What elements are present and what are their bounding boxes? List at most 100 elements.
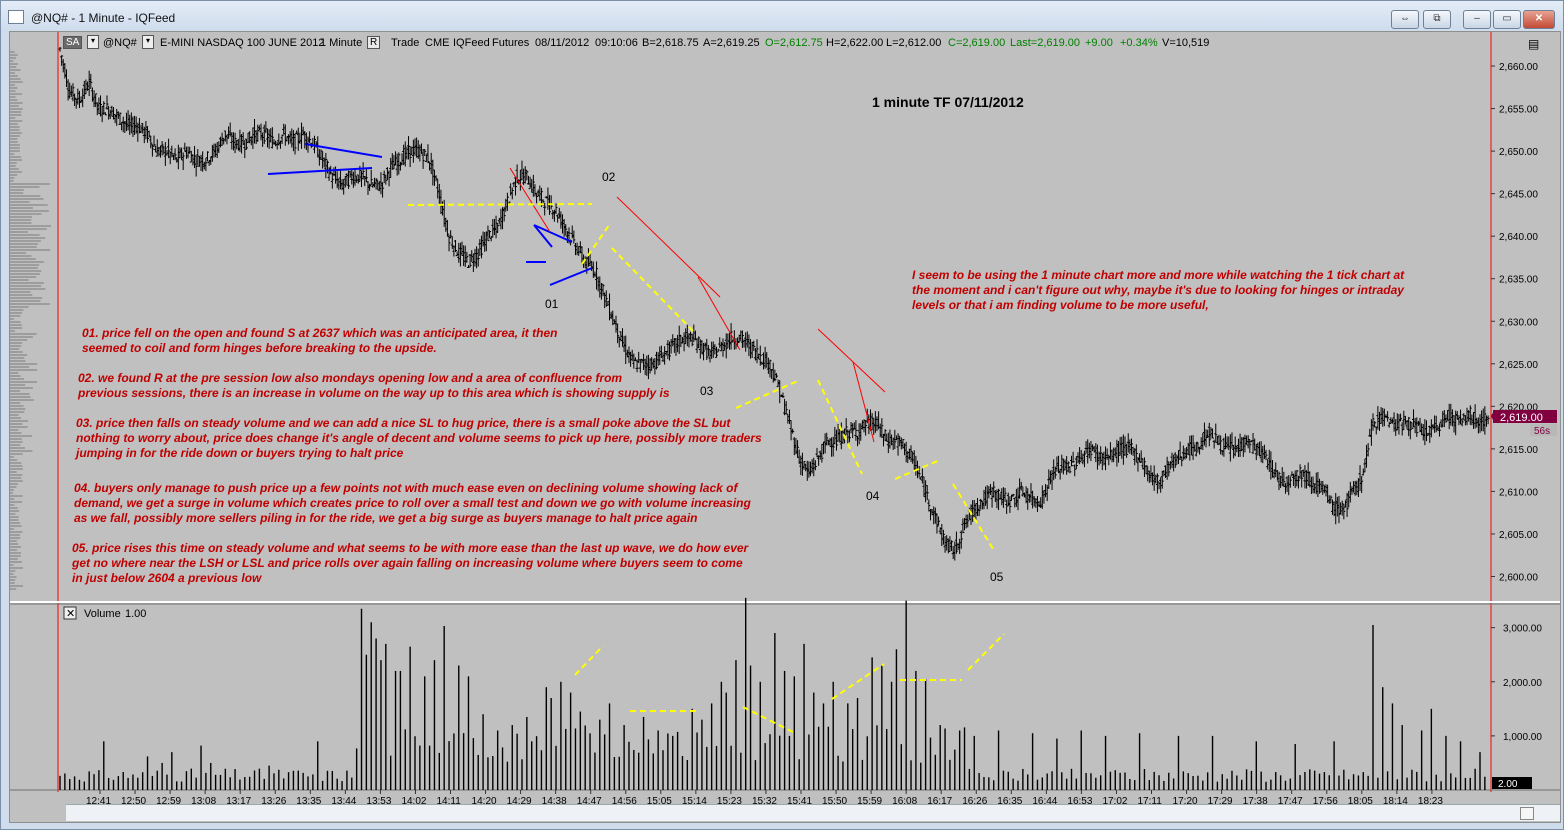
yellow-dashed-line bbox=[407, 203, 593, 206]
price-chart-svg: 2,660.00 2,655.00 2,650.00 2,645.00 2,640.00… bbox=[10, 32, 1560, 807]
annotation-note-line: the moment and i can't figure out why, m… bbox=[912, 283, 1405, 297]
chart-title: 1 minute TF 07/11/2012 bbox=[872, 94, 1024, 110]
volume-tick-label: 3,000.00 bbox=[1503, 624, 1542, 635]
timer-label: 56s bbox=[1534, 426, 1550, 437]
time-tick-label: 14:20 bbox=[472, 796, 497, 807]
price-tick-label: 2,645.00 bbox=[1499, 190, 1538, 201]
time-tick-label: 16:17 bbox=[927, 796, 952, 807]
annotation-note-line: levels or that i am finding volume to be… bbox=[912, 298, 1209, 312]
change-pct-label: +0.34% bbox=[1120, 37, 1158, 49]
volume-bars bbox=[59, 597, 1486, 790]
time-tick-label: 17:11 bbox=[1138, 796, 1163, 807]
yellow-dashed-line bbox=[817, 379, 863, 475]
time-tick-label: 13:26 bbox=[261, 796, 286, 807]
time-tick-label: 16:26 bbox=[962, 796, 987, 807]
price-tick-label: 2,610.00 bbox=[1499, 487, 1538, 498]
tile-button[interactable]: ⇔ bbox=[1391, 10, 1419, 29]
bid-label: B=2,618.75 bbox=[642, 37, 699, 49]
yellow-dashed-line bbox=[611, 247, 695, 333]
point-label-04: 04 bbox=[866, 489, 880, 503]
sa-button[interactable]: SA bbox=[63, 36, 83, 49]
symbol-dropdown-icon[interactable]: ▾ bbox=[142, 35, 154, 49]
maximize-button[interactable]: ▭ bbox=[1493, 10, 1521, 29]
annotation-04-line: demand, we get a surge in volume which c… bbox=[74, 496, 752, 510]
sa-dropdown-icon[interactable]: ▾ bbox=[87, 35, 99, 49]
time-tick-label: 15:32 bbox=[752, 796, 777, 807]
red-trendline bbox=[817, 328, 886, 393]
time-tick-label: 12:59 bbox=[156, 796, 181, 807]
annotation-01-line: seemed to coil and form hinges before br… bbox=[82, 341, 437, 355]
symbol-toolbar: SA ▾ @NQ# ▾ E-MINI NASDAQ 100 JUNE 2012 … bbox=[10, 34, 1560, 54]
volume-close-icon[interactable]: ✕ bbox=[66, 608, 75, 620]
time-tick-label: 12:41 bbox=[86, 796, 111, 807]
window-title: @NQ# - 1 Minute - IQFeed bbox=[31, 11, 176, 25]
annotation-02-line: 02. we found R at the pre session low al… bbox=[78, 371, 622, 385]
time-tick-label: 16:53 bbox=[1067, 796, 1092, 807]
price-tick-label: 2,600.00 bbox=[1499, 572, 1538, 583]
annotation-05-line: 05. price rises this time on steady volu… bbox=[72, 541, 750, 555]
red-trendline bbox=[852, 361, 875, 443]
price-tick-label: 2,660.00 bbox=[1499, 62, 1538, 73]
volume-value-box bbox=[1492, 777, 1532, 789]
volume-close-box[interactable] bbox=[63, 606, 77, 620]
point-label-05: 05 bbox=[990, 570, 1004, 584]
high-label: H=2,622.00 bbox=[826, 37, 884, 49]
time-tick-label: 17:38 bbox=[1243, 796, 1268, 807]
annotation-04-line: as we fall, possibly more sellers piling… bbox=[74, 511, 698, 525]
price-tick-label: 2,655.00 bbox=[1499, 105, 1538, 116]
time-tick-label: 13:08 bbox=[191, 796, 216, 807]
price-tick-label: 2,625.00 bbox=[1499, 360, 1538, 371]
last-label: Last=2,619.00 bbox=[1010, 37, 1081, 49]
time-tick-label: 18:23 bbox=[1418, 796, 1443, 807]
r-button[interactable]: R bbox=[367, 36, 381, 49]
price-tick-label: 2,620.00 bbox=[1499, 402, 1538, 413]
annotation-note-line: I seem to be using the 1 minute chart mo… bbox=[912, 268, 1405, 282]
price-tick-label: 2,650.00 bbox=[1499, 147, 1538, 158]
trade-label: Trade bbox=[391, 37, 420, 49]
annotations: 01. price fell on the open and found S a… bbox=[71, 268, 1405, 585]
time-tick-label: 17:29 bbox=[1208, 796, 1233, 807]
time-tick-label: 13:17 bbox=[226, 796, 251, 807]
exchange-label: CME bbox=[425, 37, 450, 49]
volume-pane-scale: 1.00 bbox=[125, 608, 146, 620]
yellow-dashed-line bbox=[952, 483, 996, 553]
trend-drawings bbox=[267, 143, 1005, 733]
price-tick-label: 2,630.00 bbox=[1499, 317, 1538, 328]
price-bars bbox=[58, 47, 1490, 561]
current-price-box bbox=[1493, 410, 1557, 423]
chart-area: SA ▾ @NQ# ▾ E-MINI NASDAQ 100 JUNE 2012 … bbox=[9, 31, 1561, 823]
type-label: Futures bbox=[492, 37, 530, 49]
minimize-button[interactable]: – bbox=[1463, 10, 1491, 29]
close-button[interactable]: ✕ bbox=[1523, 10, 1555, 29]
scroll-thumb[interactable] bbox=[1520, 807, 1534, 820]
blue-triangle-line bbox=[533, 224, 553, 248]
time-tick-label: 14:29 bbox=[507, 796, 532, 807]
cascade-button[interactable]: ⧉ bbox=[1423, 10, 1451, 29]
annotation-01-line: 01. price fell on the open and found S a… bbox=[82, 326, 557, 340]
time-tick-label: 17:20 bbox=[1173, 796, 1198, 807]
volume-profile bbox=[10, 51, 51, 590]
time-tick-label: 18:05 bbox=[1348, 796, 1373, 807]
yellow-dashed-line bbox=[574, 645, 604, 676]
volume-pane-title: Volume bbox=[84, 608, 121, 620]
low-label: L=2,612.00 bbox=[886, 37, 942, 49]
yellow-dashed-line bbox=[735, 379, 801, 409]
red-trendline bbox=[697, 276, 741, 351]
time-tick-label: 14:56 bbox=[612, 796, 637, 807]
feed-label: IQFeed bbox=[453, 37, 490, 49]
time-tick-label: 14:02 bbox=[401, 796, 426, 807]
time-tick-label: 18:14 bbox=[1383, 796, 1408, 807]
point-label-01: 01 bbox=[545, 297, 559, 311]
layout-icon[interactable]: ▤ bbox=[1528, 37, 1540, 51]
yellow-dashed-line bbox=[581, 223, 611, 265]
time-tick-label: 15:50 bbox=[822, 796, 847, 807]
point-label-03: 03 bbox=[700, 384, 714, 398]
time-tick-label: 16:44 bbox=[1032, 796, 1057, 807]
annotation-03-line: jumping in for the ride down or buyers t… bbox=[74, 446, 404, 460]
app-icon bbox=[8, 10, 24, 24]
annotation-04-line: 04. buyers only manage to push price up … bbox=[74, 481, 738, 495]
horizontal-scrollbar[interactable] bbox=[66, 804, 1560, 821]
red-trendline bbox=[509, 167, 551, 233]
yellow-dashed-line bbox=[967, 633, 1005, 671]
